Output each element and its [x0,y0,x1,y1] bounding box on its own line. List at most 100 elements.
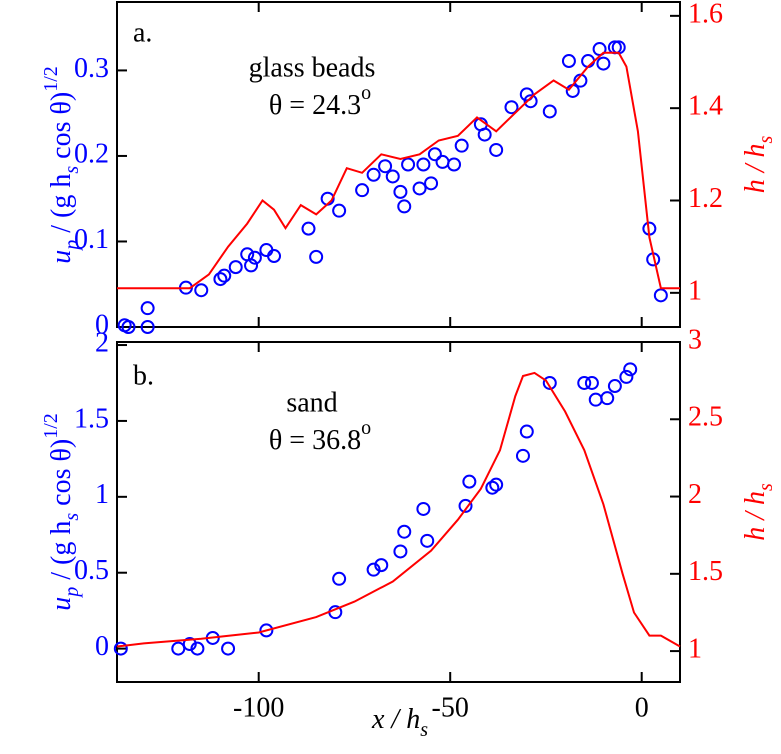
data-point [504,100,519,115]
data-point [577,375,592,390]
y-axis-label: up / (g hs cos θ)1/2 [40,413,83,611]
data-point [171,641,186,656]
label-part: x / h [371,704,420,735]
data-point [332,571,347,586]
data-point [420,533,435,548]
label-part: o [361,417,371,439]
data-point [247,250,262,265]
label-part: s [420,719,428,741]
data-point [458,498,473,513]
plot-frame [116,1,681,328]
label-part: cos θ) [46,92,77,166]
annotation: glass beads [249,52,376,83]
y2-tick-label: 1 [688,275,702,306]
data-point [600,391,615,406]
y-tick-label: 0.1 [74,224,109,255]
data-point [366,562,381,577]
data-point [653,288,668,303]
data-point [401,157,416,172]
data-point [542,375,557,390]
y-tick-label: 1 [95,479,109,510]
label-part: 1/2 [40,413,62,439]
data-point [588,392,603,407]
x-tick-label: -100 [233,692,284,723]
label-part: / (g h [46,174,77,240]
y-tick-label: 2 [95,327,109,358]
data-point [561,54,576,69]
x-tick-label: 0 [635,692,649,723]
data-point [607,379,622,394]
data-point [447,157,462,172]
y2-tick-label: 1.6 [688,0,723,29]
data-point [435,154,450,169]
data-point [477,127,492,142]
data-point [259,623,274,638]
data-point [489,142,504,157]
data-point [228,260,243,275]
y-tick-label: 0.2 [74,138,109,169]
y-tick-label: 0.3 [74,53,109,84]
data-point [366,167,381,182]
panel-label: a. [133,17,152,48]
y-axis-label: up / (g hs cos θ)1/2 [40,66,83,264]
data-line [116,371,681,648]
data-point [393,184,408,199]
data-point [194,283,209,298]
data-point [267,249,282,264]
x-tick-label: -50 [432,692,469,723]
data-point [309,249,324,264]
data-point [515,448,530,463]
label-part: h / h [740,491,771,541]
y2-tick-label: 1.4 [688,91,723,122]
y2-tick-label: 2 [688,479,702,510]
data-point [332,203,347,218]
data-point [416,501,431,516]
data-point [584,375,599,390]
data-point [244,258,259,273]
y2-tick-label: 1 [688,634,702,665]
y2-axis-label: h / hs [740,136,776,194]
data-point [378,159,393,174]
label-part: h / h [740,144,771,194]
data-point [113,641,128,656]
label-part: 1/2 [40,66,62,92]
y2-tick-label: 1.2 [688,183,723,214]
label-part: o [361,82,371,104]
data-point [416,157,431,172]
y-tick-label: 0 [95,309,109,340]
label-part: / (g h [46,521,77,587]
y2-tick-label: 2.5 [688,402,723,433]
data-point [519,424,534,439]
y-tick-label: 0.5 [74,555,109,586]
label-part: s [61,513,83,521]
data-point [397,524,412,539]
data-point [623,362,638,377]
data-point [217,268,232,283]
data-point [385,169,400,184]
data-point [221,641,236,656]
data-point [190,641,205,656]
y-tick-label: 0 [95,631,109,662]
data-point [596,56,611,71]
label-part: p [61,240,83,252]
y2-tick-label: 3 [688,324,702,355]
data-point [581,54,596,69]
data-point [489,477,504,492]
data-line [117,51,680,290]
data-point [182,637,197,652]
data-point [374,558,389,573]
plot-frame [116,341,681,683]
label-part: θ = 24.3 [269,90,361,121]
data-point [412,181,427,196]
data-point [619,369,634,384]
angle-label: θ = 36.8o [269,417,371,457]
label-part: s [61,166,83,174]
label-part: s [755,483,777,491]
label-part: s [755,136,777,144]
y2-axis-label: h / hs [740,483,776,541]
label-part: u [46,250,77,264]
data-point [454,138,469,153]
data-point [121,320,136,334]
data-point [485,480,500,495]
data-point [213,272,228,287]
